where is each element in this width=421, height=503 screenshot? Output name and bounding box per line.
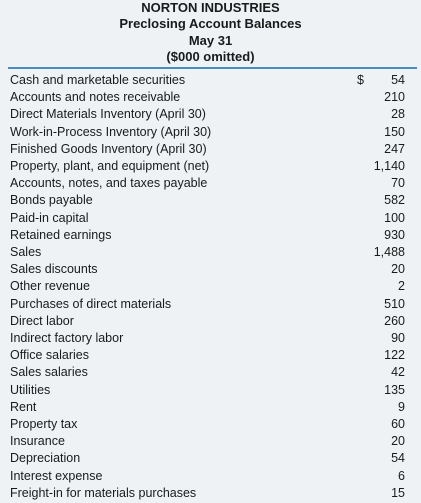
row-amount: 90 (391, 331, 405, 345)
row-label: Paid-in capital (10, 210, 89, 225)
row-amount: 9 (398, 399, 405, 414)
row-amount: 1,488 (373, 245, 405, 259)
row-label: Property tax (10, 417, 78, 431)
row-label: Sales discounts (10, 262, 98, 277)
row-amount: 54 (391, 451, 405, 466)
row-label: Finished Goods Inventory (April 30) (10, 141, 207, 156)
row-label: Office salaries (10, 348, 89, 363)
currency-symbol: $ (357, 73, 364, 87)
row-amount: 210 (384, 90, 405, 105)
row-label: Accounts, notes, and taxes payable (10, 176, 208, 191)
row-label: Accounts and notes receivable (10, 90, 181, 105)
row-amount: 582 (384, 193, 405, 208)
title: NORTON INDUSTRIES (141, 0, 280, 15)
row-amount: 1,140 (373, 159, 405, 173)
row-amount: 60 (391, 417, 405, 431)
row-label: Purchases of direct materials (10, 296, 172, 311)
row-label: Direct labor (10, 313, 74, 328)
row-amount: 28 (391, 107, 405, 122)
row-amount: 2 (398, 279, 405, 294)
row-label: Work-in-Process Inventory (April 30) (10, 124, 212, 139)
row-amount: 20 (391, 434, 405, 449)
row-amount: 20 (391, 262, 405, 277)
row-amount: 247 (384, 141, 405, 156)
row-label: Utilities (10, 382, 51, 397)
note: ($000 omitted) (166, 49, 255, 64)
row-amount: 54 (391, 73, 405, 87)
row-amount: 15 (391, 485, 405, 500)
header-rule (8, 67, 417, 69)
row-label: Rent (10, 399, 37, 414)
row-amount: 100 (384, 210, 405, 225)
row-label: Retained earnings (10, 227, 112, 242)
row-amount: 122 (384, 348, 405, 363)
row-label: Cash and marketable securities (10, 73, 186, 87)
row-amount: 930 (384, 227, 405, 242)
row-label: Sales salaries (10, 365, 88, 380)
row-label: Bonds payable (10, 193, 93, 208)
row-amount: 260 (384, 313, 405, 328)
row-amount: 510 (384, 296, 405, 311)
row-amount: 6 (398, 468, 405, 483)
row-amount: 42 (391, 365, 405, 380)
row-label: Sales (10, 245, 42, 259)
row-label: Direct Materials Inventory (April 30) (10, 107, 206, 122)
row-label: Interest expense (10, 468, 103, 483)
row-label: Freight-in for materials purchases (10, 485, 197, 500)
row-amount: 135 (384, 382, 405, 397)
row-label: Indirect factory labor (10, 331, 124, 345)
row-amount: 150 (384, 124, 405, 139)
row-label: Other revenue (10, 279, 90, 294)
row-label: Depreciation (10, 451, 81, 466)
row-label: Insurance (10, 434, 65, 449)
subtitle: Preclosing Account Balances (119, 16, 302, 31)
row-amount: 70 (391, 176, 405, 191)
date: May 31 (188, 33, 233, 48)
row-label: Property, plant, and equipment (net) (10, 159, 210, 173)
